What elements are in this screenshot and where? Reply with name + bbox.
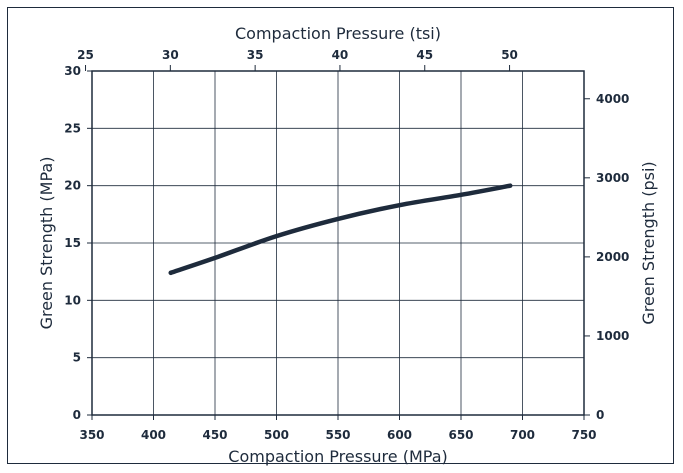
y2-tick-label: 1000 — [596, 329, 629, 343]
x2-tick-label: 35 — [247, 48, 264, 62]
data-line — [168, 183, 513, 276]
grid — [91, 70, 585, 416]
y2-tick-label: 3000 — [596, 171, 629, 185]
x-tick-label: 650 — [448, 428, 473, 442]
y-tick-label: 10 — [64, 293, 81, 307]
y-tick-label: 25 — [64, 121, 81, 135]
chart-frame — [7, 7, 674, 464]
y-tick-label: 15 — [64, 236, 81, 250]
x2-tick-label: 40 — [332, 48, 349, 62]
x2-tick-label: 45 — [416, 48, 433, 62]
x-tick-label: 350 — [79, 428, 104, 442]
y-tick-label: 20 — [64, 179, 81, 193]
x2-tick-label: 25 — [77, 48, 94, 62]
x-tick-label: 550 — [325, 428, 350, 442]
x2-tick-label: 30 — [162, 48, 179, 62]
y2-tick-label: 4000 — [596, 92, 629, 106]
x-tick-label: 500 — [264, 428, 289, 442]
y-axis-title: Green Strength (MPa) — [37, 157, 56, 330]
y2-tick-label: 0 — [596, 408, 604, 422]
bottom-ticks: 350 400 450 500 550 600 650 700 750 — [79, 415, 597, 442]
y2-axis-title: Green Strength (psi) — [639, 161, 658, 324]
x-axis-title: Compaction Pressure (MPa) — [228, 447, 447, 466]
left-ticks: 0 5 10 15 20 25 30 — [64, 64, 92, 422]
x2-axis-title: Compaction Pressure (tsi) — [235, 24, 441, 43]
x-tick-label: 750 — [571, 428, 596, 442]
y-tick-label: 5 — [73, 351, 81, 365]
y-tick-label: 30 — [64, 64, 81, 78]
y2-tick-label: 2000 — [596, 250, 629, 264]
right-ticks: 0 1000 2000 3000 4000 — [584, 92, 629, 422]
x-tick-label: 400 — [141, 428, 166, 442]
x-tick-label: 450 — [202, 428, 227, 442]
top-ticks: 25 30 35 40 45 50 — [77, 48, 518, 71]
x-tick-label: 700 — [510, 428, 535, 442]
x-tick-label: 600 — [387, 428, 412, 442]
x2-tick-label: 50 — [501, 48, 518, 62]
y-tick-label: 0 — [73, 408, 81, 422]
